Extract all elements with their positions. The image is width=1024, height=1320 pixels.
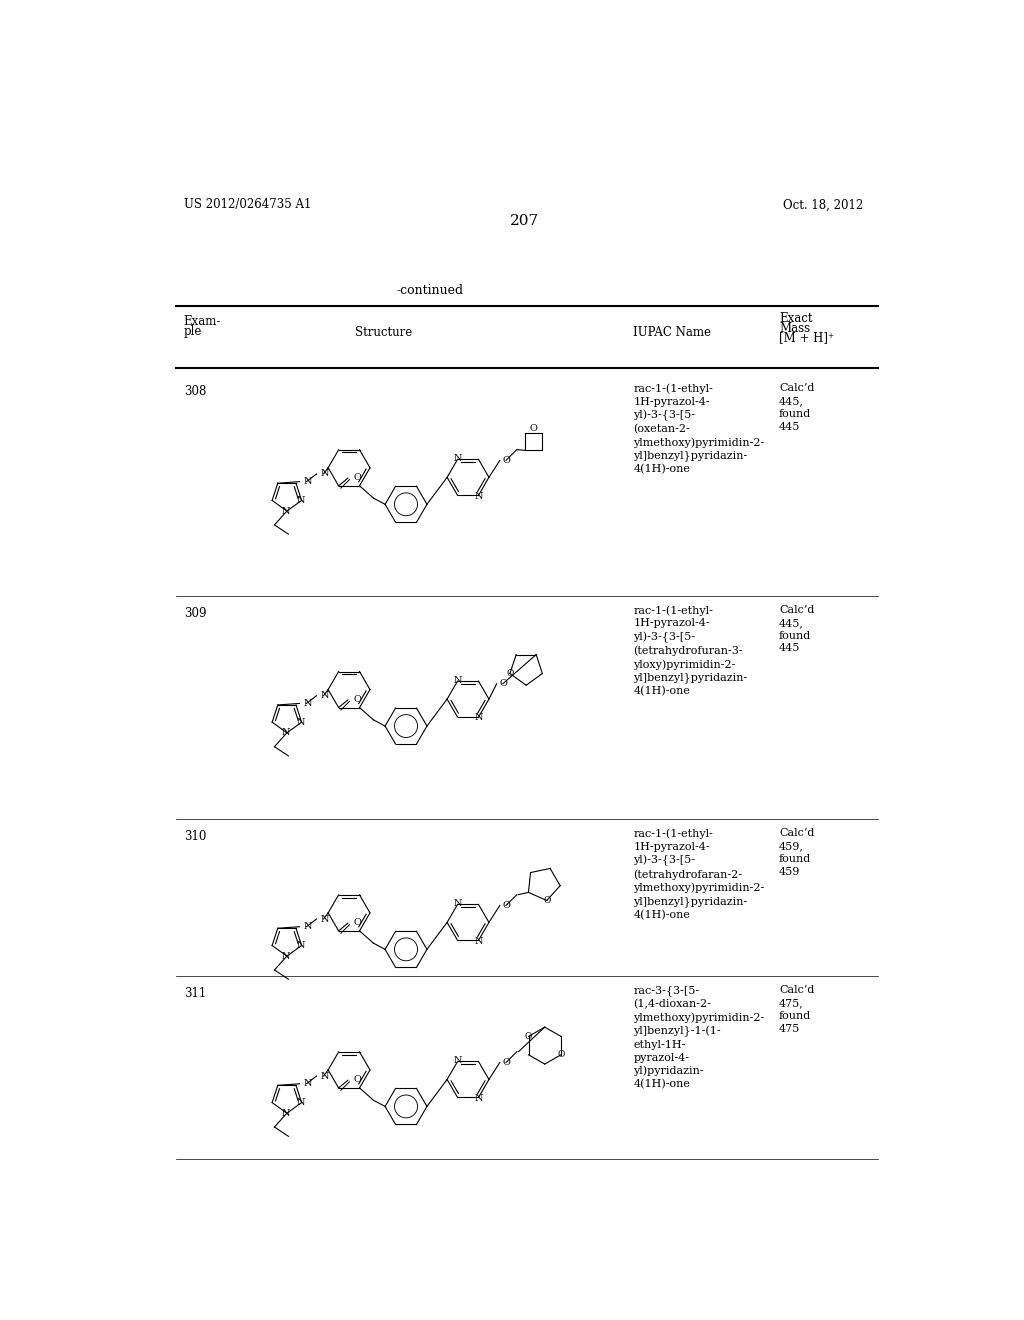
Text: O: O (353, 694, 361, 704)
Text: Exam-: Exam- (183, 315, 221, 329)
Text: 310: 310 (183, 830, 206, 843)
Text: US 2012/0264735 A1: US 2012/0264735 A1 (183, 198, 311, 211)
Text: Calc’d
475,
found
475: Calc’d 475, found 475 (779, 985, 814, 1034)
Text: N: N (303, 698, 312, 708)
Text: O: O (503, 1059, 511, 1067)
Text: IUPAC Name: IUPAC Name (633, 326, 712, 339)
Text: Calc’d
459,
found
459: Calc’d 459, found 459 (779, 829, 814, 876)
Text: rac-3-{3-[5-
(1,4-dioxan-2-
ylmethoxy)pyrimidin-2-
yl]benzyl}-1-(1-
ethyl-1H-
py: rac-3-{3-[5- (1,4-dioxan-2- ylmethoxy)py… (633, 985, 765, 1090)
Text: O: O (503, 902, 511, 909)
Text: N: N (454, 899, 462, 908)
Text: N: N (474, 491, 482, 500)
Text: N: N (321, 470, 329, 478)
Text: O: O (530, 424, 538, 433)
Text: N: N (474, 1094, 482, 1102)
Text: [M + H]⁺: [M + H]⁺ (779, 331, 835, 345)
Text: N: N (282, 729, 291, 738)
Text: N: N (282, 1109, 291, 1118)
Text: O: O (543, 896, 551, 906)
Text: Mass: Mass (779, 322, 810, 335)
Text: O: O (353, 473, 361, 482)
Text: rac-1-(1-ethyl-
1H-pyrazol-4-
yl)-3-{3-[5-
(tetrahydrofuran-3-
yloxy)pyrimidin-2: rac-1-(1-ethyl- 1H-pyrazol-4- yl)-3-{3-[… (633, 605, 748, 697)
Text: Exact: Exact (779, 313, 812, 326)
Text: N: N (474, 937, 482, 945)
Text: Calc’d
445,
found
445: Calc’d 445, found 445 (779, 383, 814, 432)
Text: O: O (525, 1032, 532, 1041)
Text: 308: 308 (183, 385, 206, 397)
Text: N: N (454, 676, 462, 685)
Text: N: N (282, 507, 291, 516)
Text: N: N (454, 454, 462, 463)
Text: Oct. 18, 2012: Oct. 18, 2012 (783, 198, 863, 211)
Text: 207: 207 (510, 214, 540, 228)
Text: N: N (303, 477, 312, 486)
Text: O: O (557, 1051, 564, 1060)
Text: rac-1-(1-ethyl-
1H-pyrazol-4-
yl)-3-{3-[5-
(oxetan-2-
ylmethoxy)pyrimidin-2-
yl]: rac-1-(1-ethyl- 1H-pyrazol-4- yl)-3-{3-[… (633, 383, 765, 474)
Text: Structure: Structure (355, 326, 413, 339)
Text: O: O (506, 669, 514, 678)
Text: 309: 309 (183, 607, 206, 619)
Text: N: N (297, 1098, 305, 1107)
Text: N: N (321, 1072, 329, 1081)
Text: -continued: -continued (396, 284, 464, 297)
Text: O: O (353, 1074, 361, 1084)
Text: Calc’d
445,
found
445: Calc’d 445, found 445 (779, 605, 814, 653)
Text: N: N (282, 952, 291, 961)
Text: N: N (297, 941, 305, 950)
Text: N: N (303, 1080, 312, 1088)
Text: N: N (321, 915, 329, 924)
Text: 311: 311 (183, 987, 206, 1001)
Text: N: N (303, 923, 312, 931)
Text: O: O (500, 680, 508, 688)
Text: N: N (474, 713, 482, 722)
Text: ple: ple (183, 325, 202, 338)
Text: rac-1-(1-ethyl-
1H-pyrazol-4-
yl)-3-{3-[5-
(tetrahydrofaran-2-
ylmethoxy)pyrimid: rac-1-(1-ethyl- 1H-pyrazol-4- yl)-3-{3-[… (633, 829, 765, 920)
Text: N: N (454, 1056, 462, 1065)
Text: O: O (353, 917, 361, 927)
Text: N: N (297, 496, 305, 506)
Text: N: N (321, 692, 329, 700)
Text: O: O (503, 455, 511, 465)
Text: N: N (297, 718, 305, 727)
